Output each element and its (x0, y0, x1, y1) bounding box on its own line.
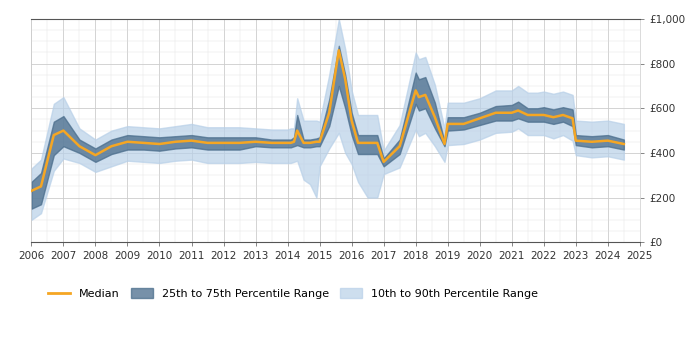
Legend: Median, 25th to 75th Percentile Range, 10th to 90th Percentile Range: Median, 25th to 75th Percentile Range, 1… (43, 284, 543, 303)
